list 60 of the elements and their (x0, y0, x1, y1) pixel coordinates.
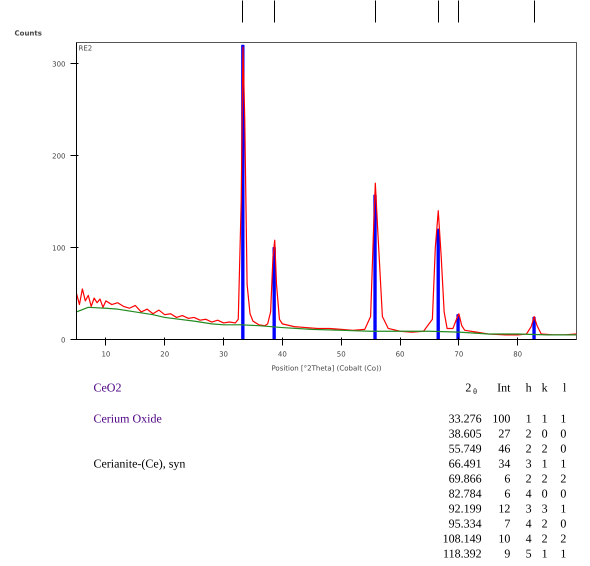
text: 2 (542, 516, 548, 530)
text: 3 (526, 502, 532, 516)
text: 38.605 (448, 426, 482, 440)
text: 2 (526, 442, 532, 456)
text: 108.149 (442, 532, 482, 546)
text: 10 (498, 532, 510, 546)
line-series (76, 46, 576, 336)
text: 55.749 (448, 442, 482, 456)
text: 66.491 (448, 456, 482, 470)
text: 3 (542, 502, 548, 516)
text: 1 (542, 546, 548, 560)
text: 2 (560, 472, 566, 486)
text: 46 (498, 442, 510, 456)
text: 9 (504, 546, 510, 560)
text: 2 (542, 472, 548, 486)
text: 0 (542, 486, 548, 500)
text: 0 (542, 426, 548, 440)
text: 0 (560, 486, 566, 500)
text: 1 (560, 456, 566, 470)
text: 1 (560, 546, 566, 560)
text: 6 (504, 472, 510, 486)
text: 6 (504, 486, 510, 500)
text: 2 (526, 426, 532, 440)
text: 1 (526, 412, 532, 426)
text: Int (497, 380, 512, 394)
text: 1 (560, 412, 566, 426)
text: 12 (498, 502, 510, 516)
text: 118.392 (443, 546, 482, 560)
text: 0 (560, 516, 566, 530)
text: k (542, 380, 548, 394)
line-series (76, 306, 576, 336)
text: 2 (542, 442, 548, 456)
text: 0 (560, 442, 566, 456)
text: 34 (498, 456, 510, 470)
text: Cerianite-(Ce), syn (93, 456, 186, 470)
text: 7 (504, 516, 510, 530)
text: h (526, 380, 532, 394)
text: 2 (526, 472, 532, 486)
text: 0 (560, 426, 566, 440)
text: 5 (526, 546, 532, 560)
text: 4 (526, 532, 532, 546)
text: 100 (492, 412, 510, 426)
text: 95.334 (448, 516, 482, 530)
bar (436, 228, 440, 340)
text: 3 (526, 456, 532, 470)
text: 92.199 (448, 502, 482, 516)
text: 69.866 (448, 472, 482, 486)
text: 4 (526, 516, 532, 530)
text: Cerium Oxide (93, 412, 162, 426)
text: l (562, 380, 567, 394)
text: 33.276 (448, 412, 482, 426)
text: 82.784 (448, 486, 482, 500)
text: 2 (542, 532, 548, 546)
text: 27 (498, 426, 510, 440)
text: 2 (560, 532, 566, 546)
text: 1 (542, 456, 548, 470)
text: 1 (542, 412, 548, 426)
text: 4 (526, 486, 532, 500)
text: 1 (560, 502, 566, 516)
text: CeO2 (93, 380, 122, 394)
